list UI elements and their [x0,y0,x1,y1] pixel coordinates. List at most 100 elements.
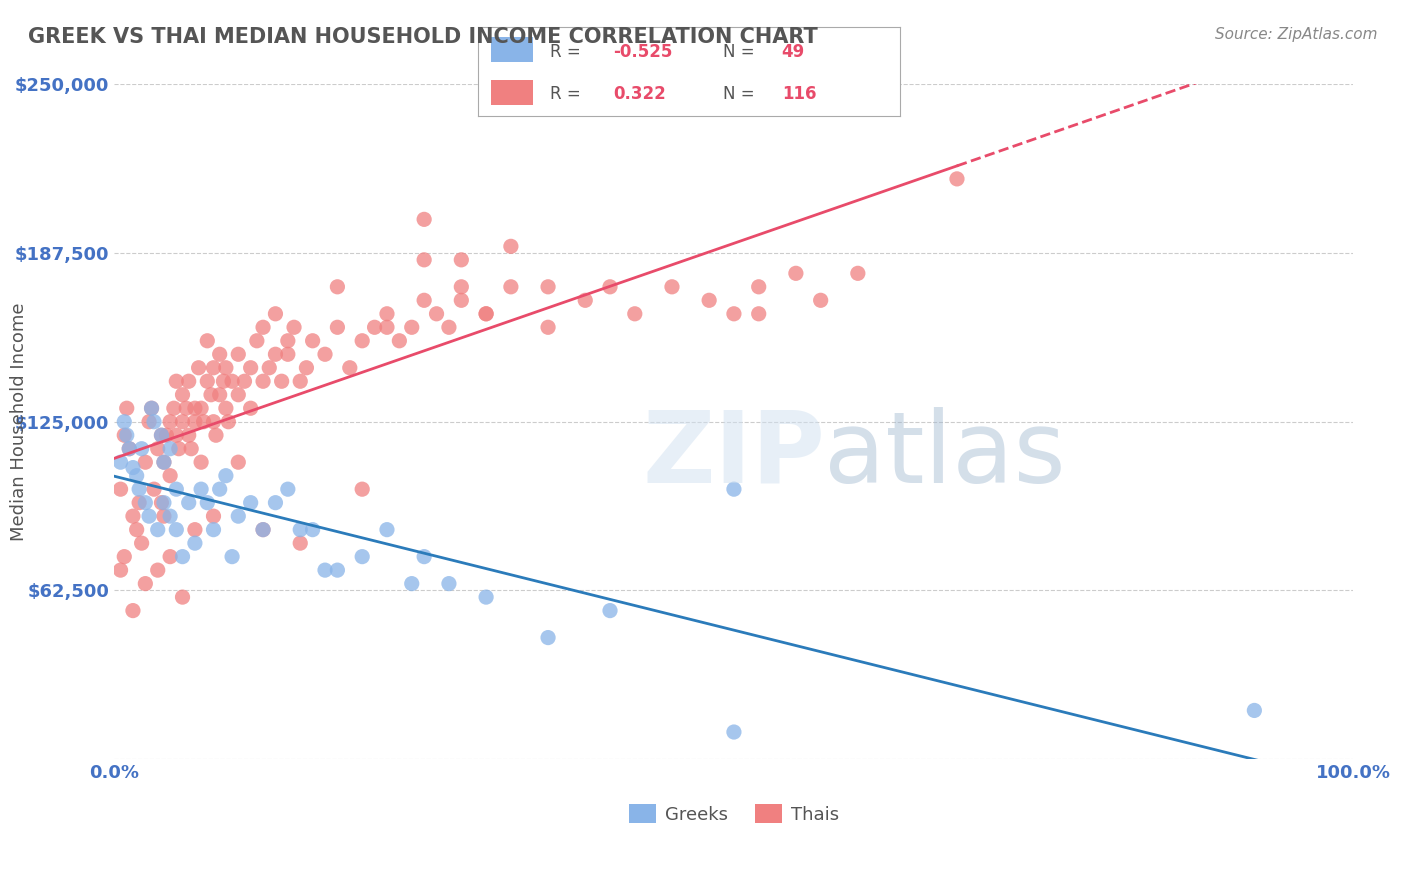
Point [200,388,222,402]
Point [208,482,231,496]
Point [215,401,238,416]
Point [264,496,287,510]
Point [143,482,166,496]
Point [723,725,745,739]
Point [167,442,190,456]
Point [599,604,621,618]
Point [138,415,160,429]
Point [190,482,212,496]
Point [388,334,411,348]
Point [246,334,269,348]
Point [810,293,832,308]
Point [141,401,163,416]
Point [202,360,225,375]
Text: Source: ZipAtlas.com: Source: ZipAtlas.com [1215,27,1378,42]
Point [295,360,318,375]
Point [277,334,299,348]
Point [239,401,262,416]
Point [314,563,336,577]
Point [290,536,312,550]
Point [450,280,472,294]
Point [748,307,770,321]
Point [172,388,194,402]
Point [202,509,225,524]
Point [946,172,969,186]
Point [115,401,138,416]
Point [623,307,645,321]
Text: ZIP: ZIP [643,407,825,504]
Point [723,307,745,321]
Point [748,280,770,294]
Point [212,374,235,388]
Point [122,460,145,475]
Point [226,347,249,361]
Point [153,455,176,469]
Point [115,428,138,442]
Point [301,334,323,348]
Point [146,563,169,577]
Point [290,374,312,388]
Point [450,252,472,267]
Point [339,360,361,375]
Point [425,307,447,321]
Point [401,320,423,334]
Point [252,523,274,537]
Point [134,455,156,469]
Point [205,428,228,442]
Point [277,347,299,361]
Point [202,415,225,429]
Point [697,293,720,308]
Point [128,482,150,496]
Point [221,549,243,564]
Point [190,401,212,416]
Point [270,374,292,388]
Point [226,509,249,524]
Point [375,523,398,537]
Point [499,280,522,294]
Text: 0.322: 0.322 [613,85,666,103]
Point [215,360,238,375]
Point [155,428,177,442]
Point [146,442,169,456]
Point [195,374,218,388]
Point [437,576,460,591]
Point [125,523,148,537]
Point [138,509,160,524]
Point [110,482,132,496]
Point [184,415,207,429]
Point [122,509,145,524]
Point [184,536,207,550]
Point [661,280,683,294]
Point [112,428,135,442]
Point [537,631,560,645]
Point [110,455,132,469]
Point [208,347,231,361]
Point [172,415,194,429]
Point [437,320,460,334]
Point [537,320,560,334]
Point [239,360,262,375]
Point [195,496,218,510]
Point [574,293,596,308]
Point [190,455,212,469]
Point [259,360,281,375]
Point [499,239,522,253]
Point [159,468,181,483]
Point [226,455,249,469]
Point [153,509,176,524]
Text: N =: N = [723,85,759,103]
Point [177,428,200,442]
Point [172,549,194,564]
Point [239,496,262,510]
Point [134,576,156,591]
Point [252,374,274,388]
Point [172,590,194,604]
Point [208,388,231,402]
Point [131,442,153,456]
Text: atlas: atlas [824,407,1066,504]
Point [723,482,745,496]
Point [165,523,187,537]
Point [450,293,472,308]
Text: R =: R = [550,43,586,61]
Point [122,604,145,618]
